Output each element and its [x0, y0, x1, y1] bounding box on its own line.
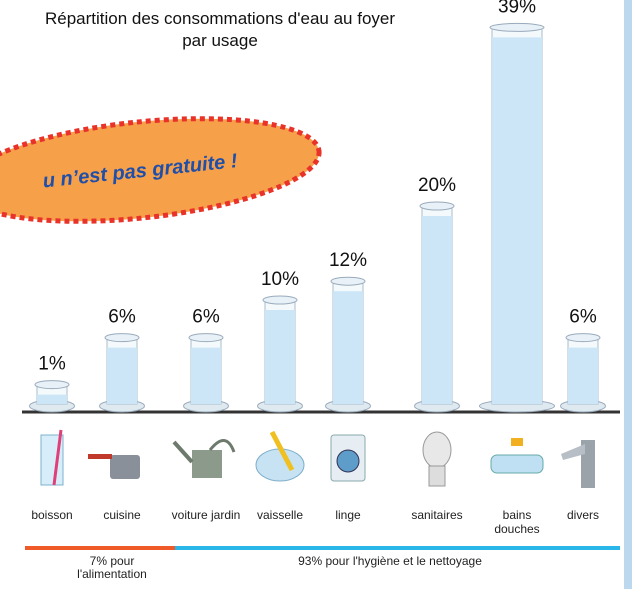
- value-label: 6%: [192, 307, 220, 328]
- cylinder-rim: [105, 334, 139, 342]
- icon-tub: [491, 455, 543, 473]
- value-label: 6%: [108, 307, 136, 328]
- usage-icon: [491, 438, 543, 473]
- icon-plate: [256, 449, 304, 481]
- category-label: divers: [547, 508, 619, 522]
- cylinder-rim: [35, 381, 69, 389]
- value-label: 6%: [569, 307, 597, 328]
- category-label: bains douches: [481, 508, 553, 536]
- bar: [333, 291, 363, 404]
- bar: [191, 348, 221, 404]
- category-label: vaisselle: [244, 508, 316, 522]
- usage-icon: [331, 435, 365, 481]
- icon-tap: [511, 438, 523, 446]
- bar: [37, 395, 67, 404]
- icon-bowl: [423, 432, 451, 468]
- icon-pot: [110, 455, 140, 479]
- value-label: 39%: [498, 0, 536, 17]
- icon-door: [337, 450, 359, 472]
- category-label: sanitaires: [401, 508, 473, 522]
- cylinder-rim: [490, 23, 544, 31]
- infographic: u n’est pas gratuite ! 1% 6% 6% 10% 12% 20% 39…: [0, 0, 633, 589]
- usage-icon: [88, 454, 140, 479]
- icon-spout: [174, 442, 192, 462]
- bar: [265, 310, 295, 404]
- category-label: linge: [312, 508, 384, 522]
- banner: u n’est pas gratuite !: [0, 103, 324, 236]
- icon-base: [429, 466, 445, 486]
- icon-handle: [88, 454, 112, 459]
- chart-title: Répartition des consommations d'eau au f…: [35, 8, 405, 52]
- usage-icon: [256, 432, 304, 481]
- chart: u n’est pas gratuite ! 1% 6% 6% 10% 12% 20% 39…: [0, 0, 633, 589]
- usage-icon: [561, 440, 595, 488]
- bar: [492, 37, 542, 404]
- usage-icon: [423, 432, 451, 486]
- usage-icon: [41, 430, 63, 485]
- cylinder-rim: [566, 334, 600, 342]
- cylinder-rim: [331, 277, 365, 285]
- value-label: 12%: [329, 250, 367, 271]
- value-label: 1%: [38, 354, 66, 375]
- cylinder-rim: [263, 296, 297, 304]
- category-label: cuisine: [86, 508, 158, 522]
- cylinder-rim: [189, 334, 223, 342]
- cylinder-rim: [420, 202, 454, 210]
- group-label: 93% pour l'hygiène et le nettoyage: [240, 555, 540, 568]
- group-label: 7% pour l'alimentation: [67, 555, 157, 581]
- category-label: voiture jardin: [170, 508, 242, 522]
- usage-icon: [174, 440, 234, 478]
- bar: [107, 348, 137, 404]
- icon-can: [192, 450, 222, 478]
- category-label: boisson: [16, 508, 88, 522]
- bar: [422, 216, 452, 404]
- value-label: 20%: [418, 175, 456, 196]
- value-label: 10%: [261, 269, 299, 290]
- bar: [568, 348, 598, 404]
